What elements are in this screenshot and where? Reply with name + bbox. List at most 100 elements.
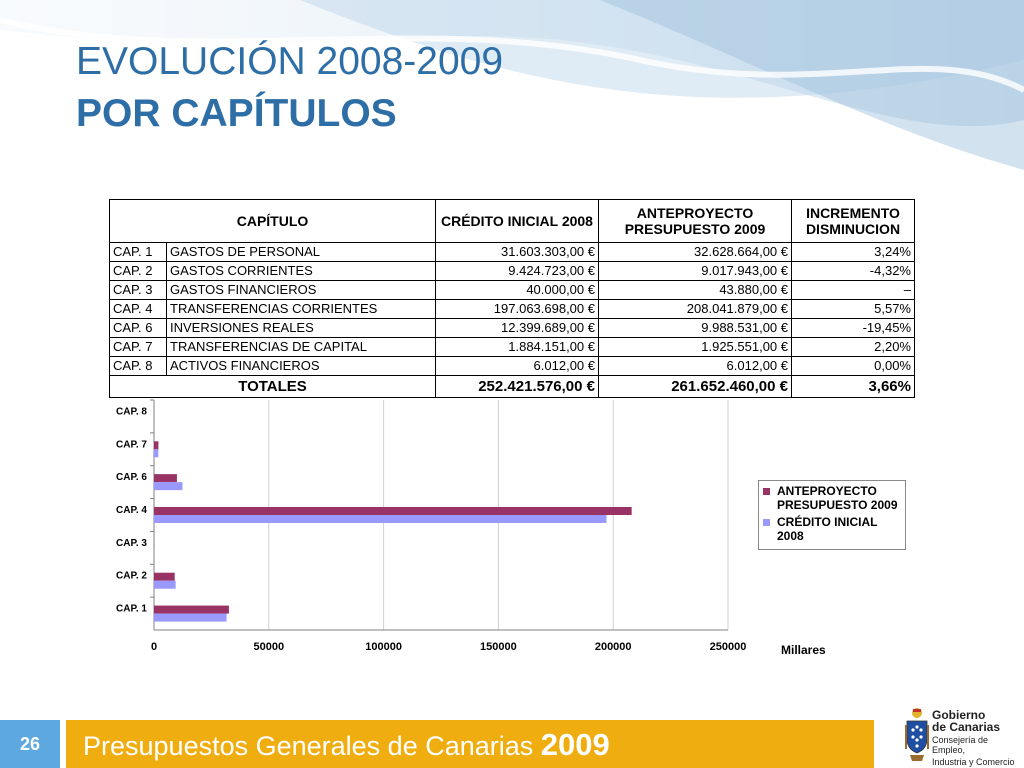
header-credito: CRÉDITO INICIAL 2008 bbox=[435, 199, 599, 243]
logo-line2: de Canarias bbox=[932, 720, 1001, 734]
table-row: CAP. 3 GASTOS FINANCIEROS 40.000,00 € 43… bbox=[109, 280, 915, 300]
bar-credito bbox=[154, 580, 176, 589]
x-tick-label: 100000 bbox=[365, 641, 402, 653]
slide-subtitle: POR CAPÍTULOS bbox=[76, 92, 397, 135]
row-name: GASTOS FINANCIEROS bbox=[166, 280, 436, 300]
row-incremento: -19,45% bbox=[791, 318, 915, 338]
x-axis-unit-label: Millares bbox=[781, 643, 826, 657]
table-row: CAP. 2 GASTOS CORRIENTES 9.424.723,00 € … bbox=[109, 261, 915, 281]
bar-anteproyecto bbox=[154, 507, 632, 515]
row-name: TRANSFERENCIAS CORRIENTES bbox=[166, 299, 436, 319]
x-tick-label: 150000 bbox=[480, 641, 517, 653]
bar-anteproyecto bbox=[154, 441, 159, 450]
category-label: CAP. 2 bbox=[116, 571, 147, 582]
row-credito: 12.399.689,00 € bbox=[435, 318, 599, 338]
row-name: TRANSFERENCIAS DE CAPITAL bbox=[166, 337, 436, 357]
row-anteproyecto: 208.041.879,00 € bbox=[598, 299, 792, 319]
table-row: CAP. 8 ACTIVOS FINANCIEROS 6.012,00 € 6.… bbox=[109, 356, 915, 376]
row-anteproyecto: 1.925.551,00 € bbox=[598, 337, 792, 357]
footer-bar: Presupuestos Generales de Canarias 2009 bbox=[66, 720, 874, 768]
footer-text: Presupuestos Generales de Canarias bbox=[83, 731, 534, 761]
header-anteproyecto: ANTEPROYECTO PRESUPUESTO 2009 bbox=[598, 199, 792, 243]
category-label: CAP. 1 bbox=[116, 604, 147, 615]
row-credito: 6.012,00 € bbox=[435, 356, 599, 376]
bar-credito bbox=[154, 449, 159, 458]
row-incremento: 3,24% bbox=[791, 242, 915, 262]
row-credito: 9.424.723,00 € bbox=[435, 261, 599, 281]
chart-legend: ANTEPROYECTO PRESUPUESTO 2009 CRÉDITO IN… bbox=[758, 480, 906, 550]
row-anteproyecto: 9.017.943,00 € bbox=[598, 261, 792, 281]
category-label: CAP. 3 bbox=[116, 538, 147, 549]
row-code: CAP. 3 bbox=[109, 280, 167, 300]
table-row: CAP. 1 GASTOS DE PERSONAL 31.603.303,00 … bbox=[109, 242, 915, 262]
totals-credito: 252.421.576,00 € bbox=[435, 375, 599, 398]
legend-label: CRÉDITO INICIAL 2008 bbox=[777, 515, 878, 543]
row-code: CAP. 7 bbox=[109, 337, 167, 357]
row-incremento: 2,20% bbox=[791, 337, 915, 357]
bar-credito bbox=[154, 613, 227, 622]
bar-anteproyecto bbox=[154, 474, 177, 483]
row-credito: 40.000,00 € bbox=[435, 280, 599, 300]
row-credito: 31.603.303,00 € bbox=[435, 242, 599, 262]
x-tick-label: 200000 bbox=[595, 641, 632, 653]
logo-sub2: Industria y Comercio bbox=[932, 757, 1015, 767]
legend-item-anteproyecto: ANTEPROYECTO PRESUPUESTO 2009 bbox=[763, 484, 901, 512]
bar-chart: 0 50000 100000 150000 200000 250000 CAP. 1 CAP.… bbox=[116, 399, 747, 653]
row-code: CAP. 8 bbox=[109, 356, 167, 376]
slide-title: EVOLUCIÓN 2008-2009 bbox=[76, 40, 504, 83]
government-logo: Gobierno de Canarias Consejería de Emple… bbox=[894, 703, 1020, 767]
legend-item-credito: CRÉDITO INICIAL 2008 bbox=[763, 515, 901, 543]
legend-swatch bbox=[763, 519, 770, 526]
row-name: INVERSIONES REALES bbox=[166, 318, 436, 338]
row-anteproyecto: 43.880,00 € bbox=[598, 280, 792, 300]
header-capitulo: CAPÍTULO bbox=[109, 199, 436, 243]
table-row: CAP. 7 TRANSFERENCIAS DE CAPITAL 1.884.1… bbox=[109, 337, 915, 357]
category-label: CAP. 6 bbox=[116, 472, 147, 483]
row-code: CAP. 1 bbox=[109, 242, 167, 262]
x-tick-label: 250000 bbox=[710, 641, 747, 653]
table-row: CAP. 4 TRANSFERENCIAS CORRIENTES 197.063… bbox=[109, 299, 915, 319]
legend-label: ANTEPROYECTO PRESUPUESTO 2009 bbox=[777, 484, 898, 512]
totals-label: TOTALES bbox=[109, 375, 436, 398]
row-incremento: 5,57% bbox=[791, 299, 915, 319]
row-incremento: – bbox=[791, 280, 915, 300]
row-name: ACTIVOS FINANCIEROS bbox=[166, 356, 436, 376]
logo-line1: Gobierno bbox=[932, 708, 986, 722]
row-code: CAP. 2 bbox=[109, 261, 167, 281]
coat-of-arms-icon bbox=[905, 708, 929, 761]
page-number: 26 bbox=[0, 720, 60, 768]
footer-title: Presupuestos Generales de Canarias 2009 bbox=[83, 727, 610, 763]
x-tick-label: 50000 bbox=[254, 641, 285, 653]
bar-credito bbox=[154, 482, 183, 491]
bar-anteproyecto bbox=[154, 605, 229, 614]
logo-sub1: Consejería de Empleo, bbox=[932, 735, 989, 755]
legend-swatch bbox=[763, 488, 770, 495]
table-row: CAP. 6 INVERSIONES REALES 12.399.689,00 … bbox=[109, 318, 915, 338]
category-label: CAP. 8 bbox=[116, 406, 147, 417]
row-name: GASTOS CORRIENTES bbox=[166, 261, 436, 281]
category-label: CAP. 4 bbox=[116, 505, 147, 516]
row-name: GASTOS DE PERSONAL bbox=[166, 242, 436, 262]
header-incremento: INCREMENTO DISMINUCION bbox=[791, 199, 915, 243]
totals-incremento: 3,66% bbox=[791, 375, 915, 398]
row-incremento: 0,00% bbox=[791, 356, 915, 376]
government-name: Gobierno de Canarias Consejería de Emple… bbox=[932, 709, 1020, 767]
row-credito: 197.063.698,00 € bbox=[435, 299, 599, 319]
totals-row: TOTALES 252.421.576,00 € 261.652.460,00 … bbox=[109, 375, 915, 398]
x-tick-label: 0 bbox=[151, 641, 157, 653]
table-header-row: CAPÍTULO CRÉDITO INICIAL 2008 ANTEPROYEC… bbox=[109, 199, 915, 243]
row-anteproyecto: 9.988.531,00 € bbox=[598, 318, 792, 338]
row-incremento: -4,32% bbox=[791, 261, 915, 281]
row-anteproyecto: 32.628.664,00 € bbox=[598, 242, 792, 262]
footer-year: 2009 bbox=[540, 727, 610, 762]
row-credito: 1.884.151,00 € bbox=[435, 337, 599, 357]
budget-table: CAPÍTULO CRÉDITO INICIAL 2008 ANTEPROYEC… bbox=[109, 199, 915, 398]
row-code: CAP. 6 bbox=[109, 318, 167, 338]
bar-credito bbox=[154, 515, 607, 523]
row-code: CAP. 4 bbox=[109, 299, 167, 319]
totals-anteproyecto: 261.652.460,00 € bbox=[598, 375, 792, 398]
bar-anteproyecto bbox=[154, 572, 175, 581]
background-swirl bbox=[0, 0, 1024, 180]
category-label: CAP. 7 bbox=[116, 439, 147, 450]
row-anteproyecto: 6.012,00 € bbox=[598, 356, 792, 376]
